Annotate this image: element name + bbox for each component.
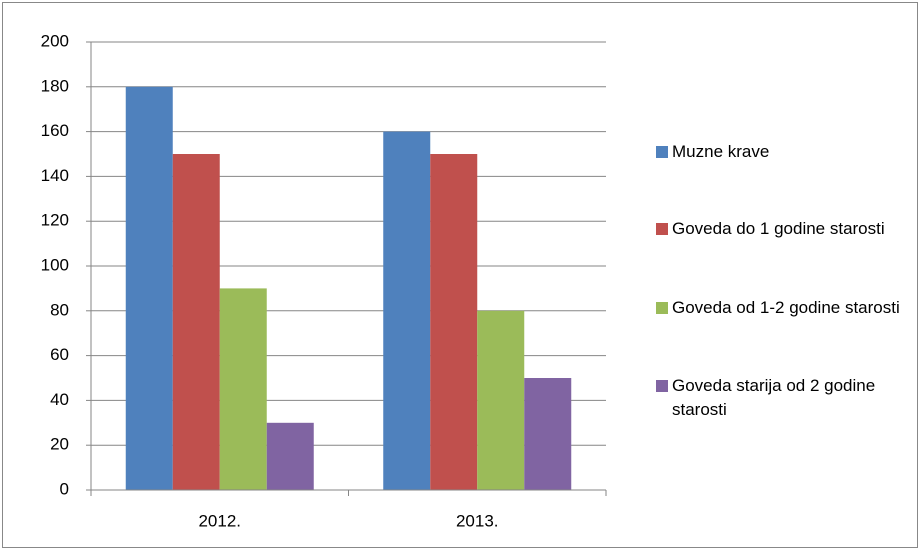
y-tick-label: 200 bbox=[41, 31, 69, 50]
y-tick-label: 80 bbox=[50, 300, 69, 319]
legend-swatch bbox=[656, 380, 668, 392]
legend-swatch bbox=[656, 223, 668, 235]
bar bbox=[266, 422, 314, 490]
bar bbox=[125, 86, 173, 491]
legend-label: Goveda starija od 2 godine starosti bbox=[672, 376, 876, 419]
y-tick-label: 180 bbox=[41, 76, 69, 95]
legend-item: Goveda do 1 godine starosti bbox=[656, 217, 906, 241]
legend-label: Goveda do 1 godine starosti bbox=[672, 219, 885, 238]
y-tick-label: 20 bbox=[50, 435, 69, 454]
legend-swatch bbox=[656, 302, 668, 314]
x-tick-label: 2013. bbox=[456, 511, 499, 530]
bar bbox=[172, 154, 220, 490]
bar bbox=[477, 310, 525, 490]
y-tick-label: 100 bbox=[41, 255, 69, 274]
bar bbox=[430, 154, 478, 490]
y-tick-label: 60 bbox=[50, 345, 69, 364]
x-tick-label: 2012. bbox=[198, 511, 241, 530]
legend-swatch bbox=[656, 146, 668, 158]
bar bbox=[219, 288, 267, 490]
y-tick-label: 0 bbox=[60, 479, 69, 498]
y-tick-label: 140 bbox=[41, 166, 69, 185]
y-tick-label: 160 bbox=[41, 121, 69, 140]
y-tick-label: 40 bbox=[50, 390, 69, 409]
legend-label: Muzne krave bbox=[672, 142, 770, 161]
legend-label: Goveda od 1-2 godine starosti bbox=[672, 298, 900, 317]
y-tick-label: 120 bbox=[41, 211, 69, 230]
legend-item: Goveda starija od 2 godine starosti bbox=[656, 374, 906, 422]
legend-item: Goveda od 1-2 godine starosti bbox=[656, 296, 906, 320]
bar bbox=[524, 378, 572, 490]
legend-item: Muzne krave bbox=[656, 140, 906, 164]
bar bbox=[383, 131, 431, 490]
